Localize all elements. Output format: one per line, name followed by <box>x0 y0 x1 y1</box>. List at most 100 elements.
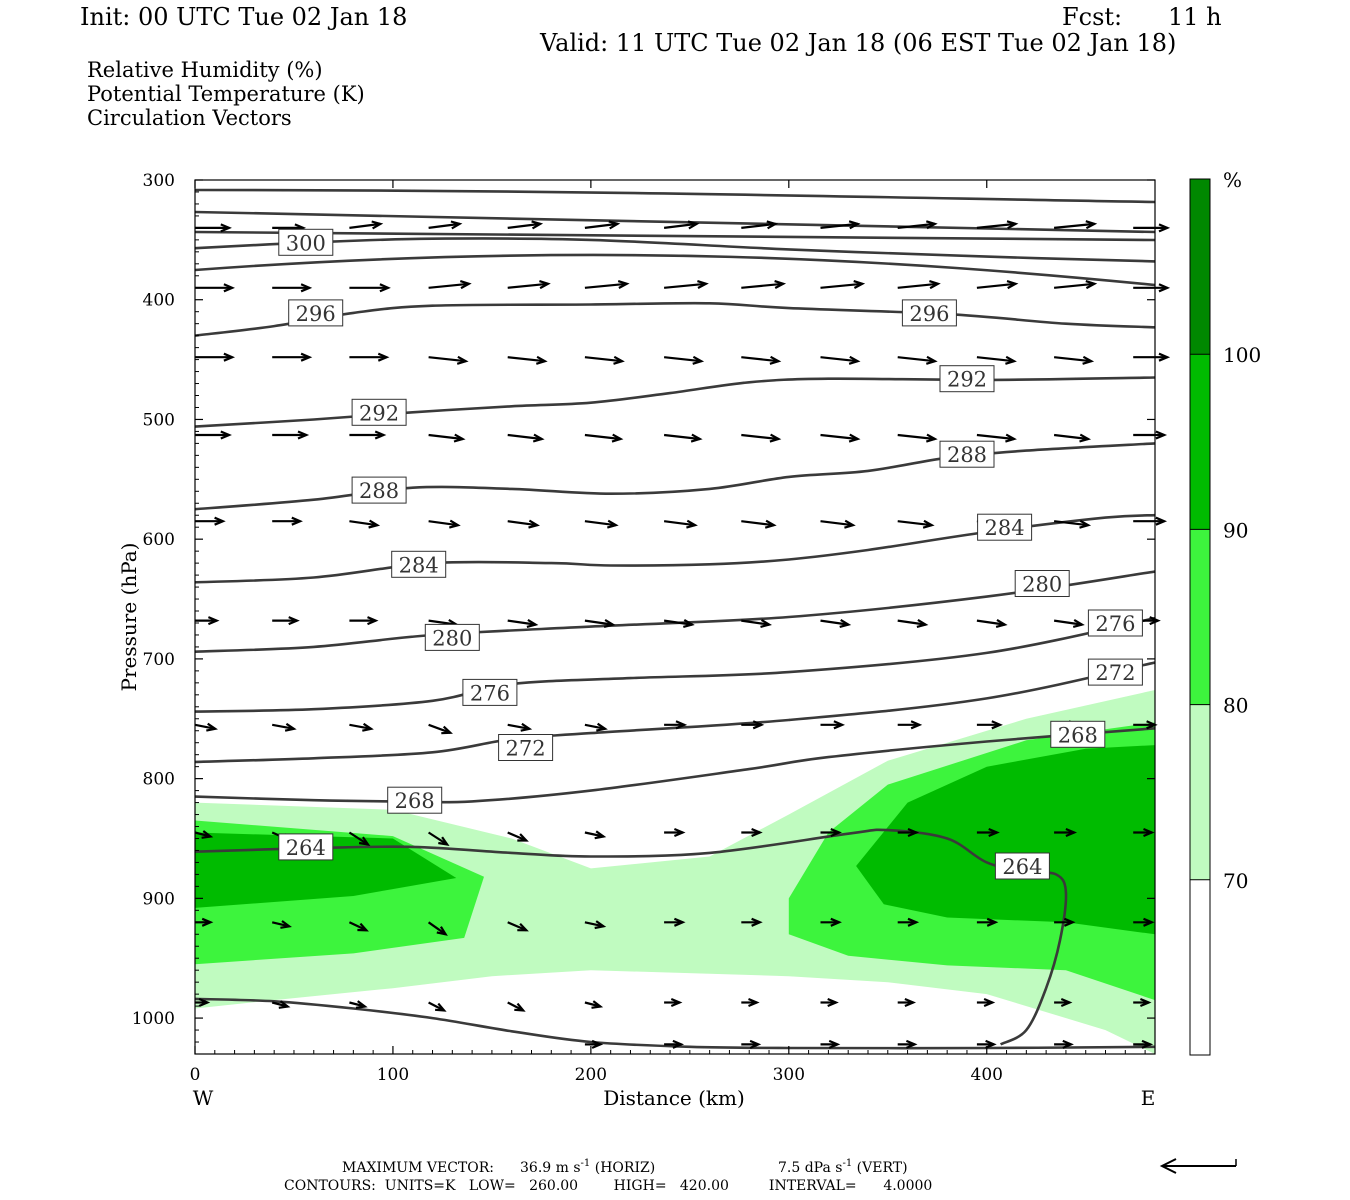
plot-area: 300 296 296 292 292 288 288 284 284 280 280 276 276 2… <box>132 171 1171 1085</box>
svg-text:276: 276 <box>470 681 510 705</box>
circulation-vector <box>897 917 920 927</box>
contour-label-296: 296 <box>901 299 957 327</box>
rh-region-90-100-3 <box>195 832 457 908</box>
circulation-vector <box>820 519 856 529</box>
circulation-vector <box>428 723 453 735</box>
circulation-vector <box>195 616 220 626</box>
circulation-vector <box>820 280 866 289</box>
circulation-vector <box>348 831 371 847</box>
circulation-vector <box>820 220 861 230</box>
circulation-vector <box>897 827 920 838</box>
circulation-vector <box>1133 352 1171 362</box>
colorbar-segment <box>1190 354 1210 530</box>
svg-text:288: 288 <box>359 479 399 503</box>
circulation-vector <box>349 1000 368 1009</box>
circulation-vector <box>584 355 625 365</box>
y-tick-label: 900 <box>143 889 175 909</box>
potential-temperature-contours <box>195 188 1155 1050</box>
circulation-vector <box>1133 516 1168 526</box>
circulation-vector <box>897 519 935 529</box>
circulation-vector <box>1133 997 1152 1008</box>
circulation-vector <box>741 519 777 529</box>
circulation-vector <box>272 283 313 293</box>
circulation-vector <box>271 1000 291 1009</box>
x-tick-label: 400 <box>971 1065 1003 1085</box>
circulation-vector <box>897 220 938 230</box>
y-tick-label: 700 <box>143 650 175 670</box>
y-tick-label: 300 <box>143 171 175 191</box>
theta-contour-280 <box>195 570 1155 653</box>
theta-contour-upper <box>195 188 1155 204</box>
circulation-vector <box>664 1039 685 1049</box>
circulation-vector <box>349 220 384 230</box>
circulation-vector <box>976 618 1008 628</box>
circulation-vector <box>195 352 236 362</box>
circulation-vector <box>584 920 607 930</box>
svg-text:296: 296 <box>296 302 336 326</box>
circulation-vector <box>349 283 391 293</box>
circulation-vector <box>195 430 232 440</box>
circulation-vector <box>820 1039 841 1049</box>
circulation-vector <box>584 1000 604 1009</box>
circulation-vector <box>976 917 999 927</box>
max-vector-vert-value: 7.5 dPa s-1 (VERT) <box>778 1158 908 1176</box>
circulation-vector <box>272 516 303 526</box>
contour-label-276: 276 <box>462 678 518 706</box>
svg-text:268: 268 <box>1058 723 1098 747</box>
circulation-vector <box>664 720 688 730</box>
svg-text:272: 272 <box>506 737 546 761</box>
circulation-vector <box>820 355 861 365</box>
svg-text:288: 288 <box>947 443 987 467</box>
circulation-vector <box>272 616 300 626</box>
circulation-vector <box>976 280 1019 290</box>
circulation-vector <box>428 220 463 230</box>
circulation-vector <box>741 433 782 443</box>
circulation-vector <box>1053 618 1085 628</box>
circulation-vector <box>897 618 929 628</box>
circulation-vector <box>584 618 616 628</box>
circulation-vector <box>741 720 765 730</box>
circulation-vector <box>741 827 763 838</box>
circulation-vector <box>507 1001 526 1012</box>
circulation-vector <box>584 722 608 732</box>
legend-potential-temperature: Potential Temperature (K) <box>87 82 365 106</box>
colorbar-frame <box>1189 178 1211 1056</box>
circulation-vector <box>507 355 548 365</box>
circulation-vector <box>1053 280 1098 290</box>
forecast-hour: 11 h <box>1168 3 1222 31</box>
x-tick-label: 300 <box>773 1065 805 1085</box>
x-axis-east-label: E <box>1141 1086 1156 1110</box>
svg-text:300: 300 <box>286 231 326 255</box>
x-axis-west-label: W <box>193 1086 214 1110</box>
circulation-vector <box>820 720 845 730</box>
circulation-vector <box>897 433 938 443</box>
contour-label-292: 292 <box>939 365 995 393</box>
circulation-vector <box>349 519 381 529</box>
circulation-vector <box>349 430 387 440</box>
svg-text:272: 272 <box>1095 661 1135 685</box>
svg-text:280: 280 <box>432 626 472 650</box>
contour-label-284: 284 <box>391 550 447 578</box>
circulation-vector <box>663 280 709 289</box>
x-tick-label: 0 <box>190 1065 201 1085</box>
circulation-vector <box>1053 220 1098 230</box>
circulation-vector <box>428 831 450 847</box>
circulation-vector <box>272 352 313 362</box>
svg-text:264: 264 <box>286 836 326 860</box>
circulation-vector <box>1054 997 1073 1008</box>
circulation-vector <box>428 355 469 365</box>
circulation-vector <box>348 921 369 932</box>
y-tick-label: 400 <box>143 291 175 311</box>
contour-label-268: 268 <box>387 786 443 814</box>
circulation-vector <box>271 920 292 929</box>
circulation-vector <box>663 618 695 628</box>
circulation-vector <box>507 519 540 529</box>
valid-time-text: Valid: 11 UTC Tue 02 Jan 18 (06 EST Tue … <box>539 29 1176 57</box>
circulation-vector <box>664 997 683 1008</box>
circulation-vector <box>195 516 226 526</box>
circulation-vector <box>663 355 705 365</box>
circulation-vector <box>194 722 218 732</box>
circulation-vector <box>584 220 621 230</box>
circulation-vector <box>897 720 923 730</box>
